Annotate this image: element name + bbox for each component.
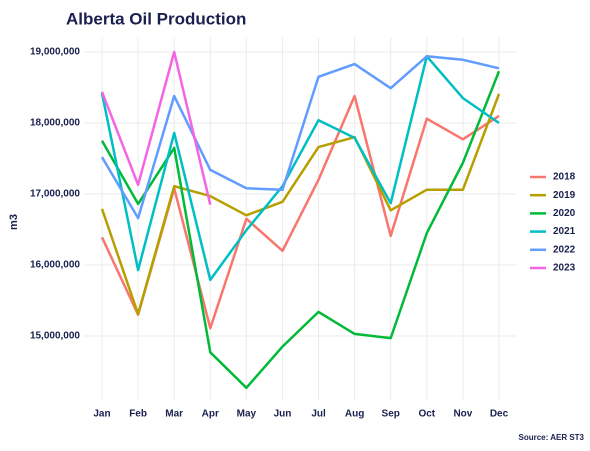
- y-tick-label: 17,000,000: [30, 189, 80, 200]
- series-line: [100, 55, 500, 220]
- legend-label: 2023: [553, 263, 576, 274]
- legend-label: 2020: [553, 208, 576, 219]
- x-tick-label: Apr: [202, 409, 219, 420]
- x-tick-label: Jan: [93, 409, 110, 420]
- y-tick-label: 15,000,000: [30, 331, 80, 342]
- x-tick-label: May: [237, 409, 257, 420]
- source: Source: AER ST3: [519, 433, 585, 442]
- y-tick-label: 16,000,000: [30, 260, 80, 271]
- chart-title: Alberta Oil Production: [66, 9, 246, 28]
- x-tick-label: Jul: [311, 409, 326, 420]
- y-axis-label: m3: [8, 214, 20, 230]
- x-tick-label: Oct: [418, 409, 435, 420]
- legend-label: 2022: [553, 244, 576, 255]
- legend-label: 2018: [553, 172, 576, 183]
- x-tick-label: Mar: [165, 409, 183, 420]
- legend-label: 2021: [553, 226, 576, 237]
- x-tick-label: Jun: [274, 409, 292, 420]
- y-tick-label: 19,000,000: [30, 47, 80, 58]
- series-line: [100, 50, 212, 205]
- x-tick-label: Aug: [345, 409, 364, 420]
- series-line: [100, 55, 500, 282]
- x-tick-label: Sep: [382, 409, 400, 420]
- x-tick-label: Dec: [490, 409, 509, 420]
- x-tick-label: Nov: [453, 409, 472, 420]
- series-line: [100, 93, 501, 316]
- x-tick-label: Feb: [129, 409, 147, 420]
- legend-label: 2019: [553, 190, 576, 201]
- y-tick-label: 18,000,000: [30, 118, 80, 129]
